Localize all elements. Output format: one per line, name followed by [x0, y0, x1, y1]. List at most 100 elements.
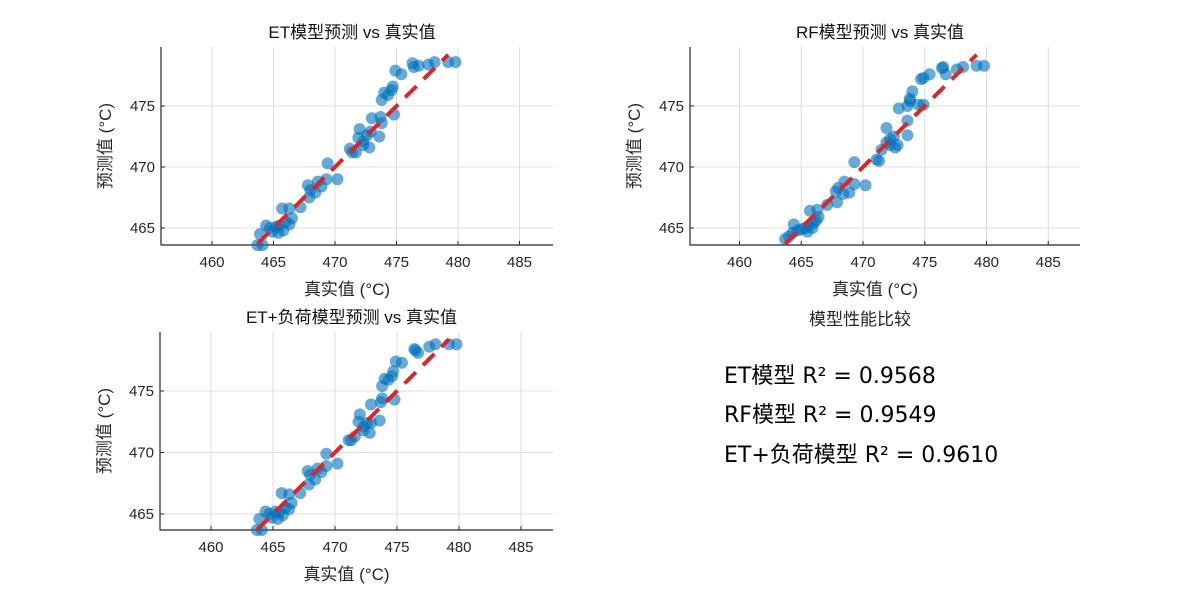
x-tick-label: 465	[789, 254, 814, 271]
data-point	[376, 392, 389, 405]
data-point	[412, 346, 425, 359]
x-axis-label: 真实值 (°C)	[832, 280, 918, 299]
data-point	[412, 59, 425, 72]
y-axis-label: 预测值 (°C)	[625, 103, 644, 189]
data-point	[386, 80, 399, 93]
data-point	[901, 129, 914, 142]
et-scatter-panel: 460 465 470 475 480 485 465 470 475 真实值 (°C) 预测值 (…	[0, 0, 600, 300]
data-point	[429, 338, 442, 351]
data-point	[353, 408, 366, 421]
r2-rf-text: RF模型 R² = 0.9549	[724, 403, 937, 428]
x-tick-label: 460	[199, 254, 224, 271]
axes	[159, 332, 553, 531]
x-tick-label: 475	[384, 254, 409, 271]
x-tick-label: 465	[261, 254, 286, 271]
data-point	[978, 59, 991, 72]
x-tick-label: 475	[912, 254, 937, 271]
x-tick-label: 460	[727, 254, 752, 271]
data-point	[449, 56, 462, 69]
rf-scatter-plot: 460 465 470 475 480 485 465 470 475 真实值 (°C) 预测值 (…	[625, 23, 1080, 299]
x-tick-label: 480	[974, 254, 999, 271]
data-point	[373, 414, 386, 427]
data-point	[859, 179, 872, 192]
x-tick-label: 485	[507, 254, 532, 271]
x-tick-label: 475	[384, 539, 409, 556]
data-point	[272, 226, 285, 239]
y-tick-label: 465	[129, 506, 154, 523]
etload-scatter-panel: 460 465 470 475 480 485 465 470 475 真实值 (°C) 预测值 (…	[0, 0, 600, 600]
data-point	[428, 56, 441, 69]
plot-title: ET模型预测 vs 真实值	[268, 23, 435, 42]
data-point	[903, 92, 916, 105]
data-point	[880, 121, 893, 134]
data-point	[320, 460, 333, 473]
comparison-title: 模型性能比较	[809, 310, 911, 330]
y-tick-label: 465	[130, 220, 155, 237]
y-tick-label: 475	[129, 383, 154, 400]
x-axis-label: 真实值 (°C)	[304, 280, 390, 299]
data-point	[873, 154, 886, 167]
etload-scatter-plot: 460 465 470 475 480 485 465 470 475 真实值 (°C) 预测值 (…	[95, 308, 553, 584]
x-tick-label: 480	[446, 539, 471, 556]
y-tick-label: 470	[130, 159, 155, 176]
scatter-points	[779, 59, 991, 245]
data-point	[923, 68, 936, 81]
r2-et-text: ET模型 R² = 0.9568	[724, 364, 936, 389]
plot-title: RF模型预测 vs 真实值	[796, 23, 964, 42]
identity-reference-line	[256, 53, 450, 246]
x-tick-label: 460	[198, 539, 223, 556]
data-point	[331, 173, 344, 186]
y-axis-label: 预测值 (°C)	[96, 103, 115, 189]
data-point	[395, 68, 408, 81]
x-tick-label: 470	[322, 539, 347, 556]
data-point	[891, 139, 904, 152]
data-point	[283, 202, 296, 215]
x-tick-label: 485	[508, 539, 533, 556]
data-point	[320, 173, 333, 186]
tick-labels: 460 465 470 475 480 485 465 470 475	[130, 98, 532, 271]
x-axis-label: 真实值 (°C)	[303, 565, 389, 584]
y-tick-label: 475	[659, 98, 684, 115]
data-point	[331, 457, 344, 470]
grid-lines	[161, 47, 553, 245]
y-tick-label: 470	[129, 445, 154, 462]
data-point	[363, 426, 376, 439]
model-comparison-panel: 模型性能比较 ET模型 R² = 0.9568 RF模型 R² = 0.9549…	[700, 300, 1020, 480]
data-point	[283, 488, 296, 501]
x-tick-label: 470	[322, 254, 347, 271]
data-point	[364, 398, 377, 411]
data-point	[321, 157, 334, 170]
data-point	[939, 68, 952, 81]
y-axis-label: 预测值 (°C)	[95, 388, 114, 474]
data-point	[801, 225, 814, 238]
et-scatter-plot: 460 465 470 475 480 485 465 470 475 真实值 (°C) 预测值 (…	[96, 23, 553, 299]
y-tick-label: 465	[659, 220, 684, 237]
identity-reference-line	[783, 53, 979, 246]
data-point	[363, 141, 376, 154]
axes	[689, 47, 1080, 246]
plot-title: ET+负荷模型预测 vs 真实值	[246, 308, 457, 327]
axes	[160, 47, 553, 246]
x-tick-label: 485	[1036, 254, 1061, 271]
x-tick-label: 480	[445, 254, 470, 271]
data-point	[271, 512, 284, 525]
data-point	[848, 156, 861, 169]
r2-etload-text: ET+负荷模型 R² = 0.9610	[724, 443, 999, 468]
identity-reference-line	[255, 337, 451, 532]
data-point	[395, 356, 408, 369]
data-point	[373, 130, 386, 143]
grid-lines	[160, 332, 553, 530]
data-point	[811, 203, 824, 216]
data-point	[320, 447, 333, 460]
tick-labels: 460 465 470 475 480 485 465 470 475	[129, 383, 534, 556]
data-point	[450, 338, 463, 351]
data-point	[831, 196, 844, 209]
scatter-points	[250, 338, 463, 536]
x-tick-label: 470	[850, 254, 875, 271]
x-tick-label: 465	[260, 539, 285, 556]
rf-scatter-panel: 460 465 470 475 480 485 465 470 475 真实值 (°C) 预测值 (…	[0, 0, 1200, 300]
data-point	[387, 365, 400, 378]
y-tick-label: 475	[130, 98, 155, 115]
tick-labels: 460 465 470 475 480 485 465 470 475	[659, 98, 1061, 271]
y-tick-label: 470	[659, 159, 684, 176]
